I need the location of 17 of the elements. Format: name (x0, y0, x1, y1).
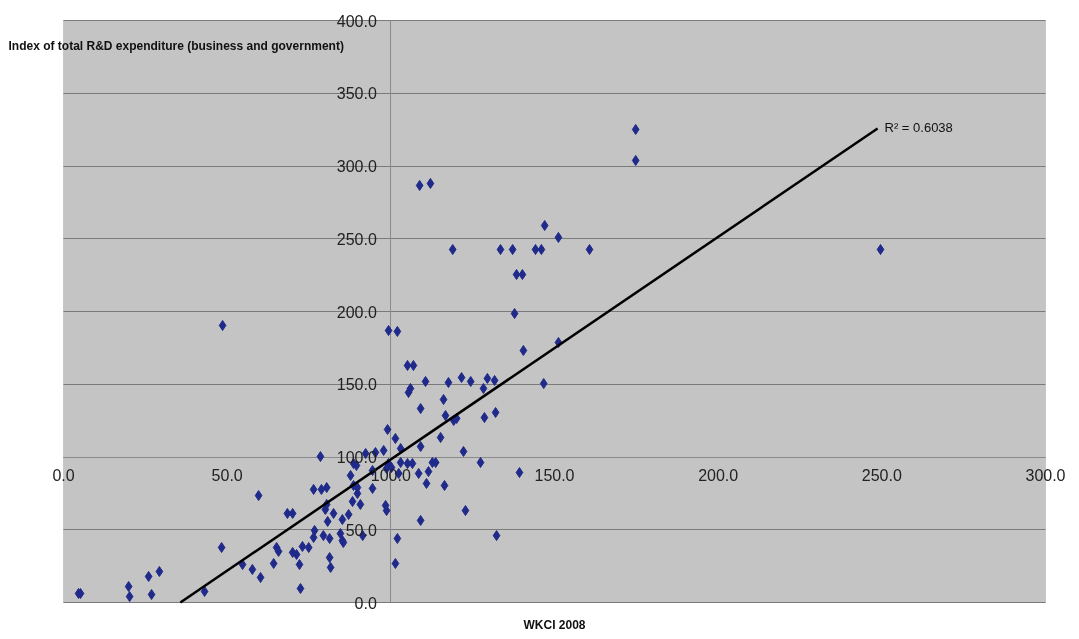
y-tick-label: 250.0 (336, 230, 377, 248)
x-axis-title: WKCI 2008 (523, 617, 586, 632)
y-tick-label: 50.0 (345, 521, 377, 539)
y-tick-label: 400.0 (336, 12, 377, 30)
annotation: R² = 0.6038 (884, 119, 953, 135)
x-tick-label: 150.0 (534, 467, 575, 484)
x-tick-label: 200.0 (698, 467, 739, 484)
y-tick-label: 200.0 (336, 303, 377, 321)
x-tick-label: 300.0 (1025, 467, 1066, 484)
x-tick-label: 250.0 (861, 467, 902, 484)
y-axis-title: Index of total R&D expenditure (business and government) (8, 38, 344, 53)
x-tick-label: 100.0 (370, 467, 411, 484)
y-tick-label: 350.0 (336, 85, 377, 103)
x-tick-label: 50.0 (211, 467, 243, 484)
x-tick-label: 0.0 (52, 467, 75, 484)
y-tick-label: 300.0 (336, 158, 377, 175)
y-tick-label: 150.0 (336, 376, 377, 394)
